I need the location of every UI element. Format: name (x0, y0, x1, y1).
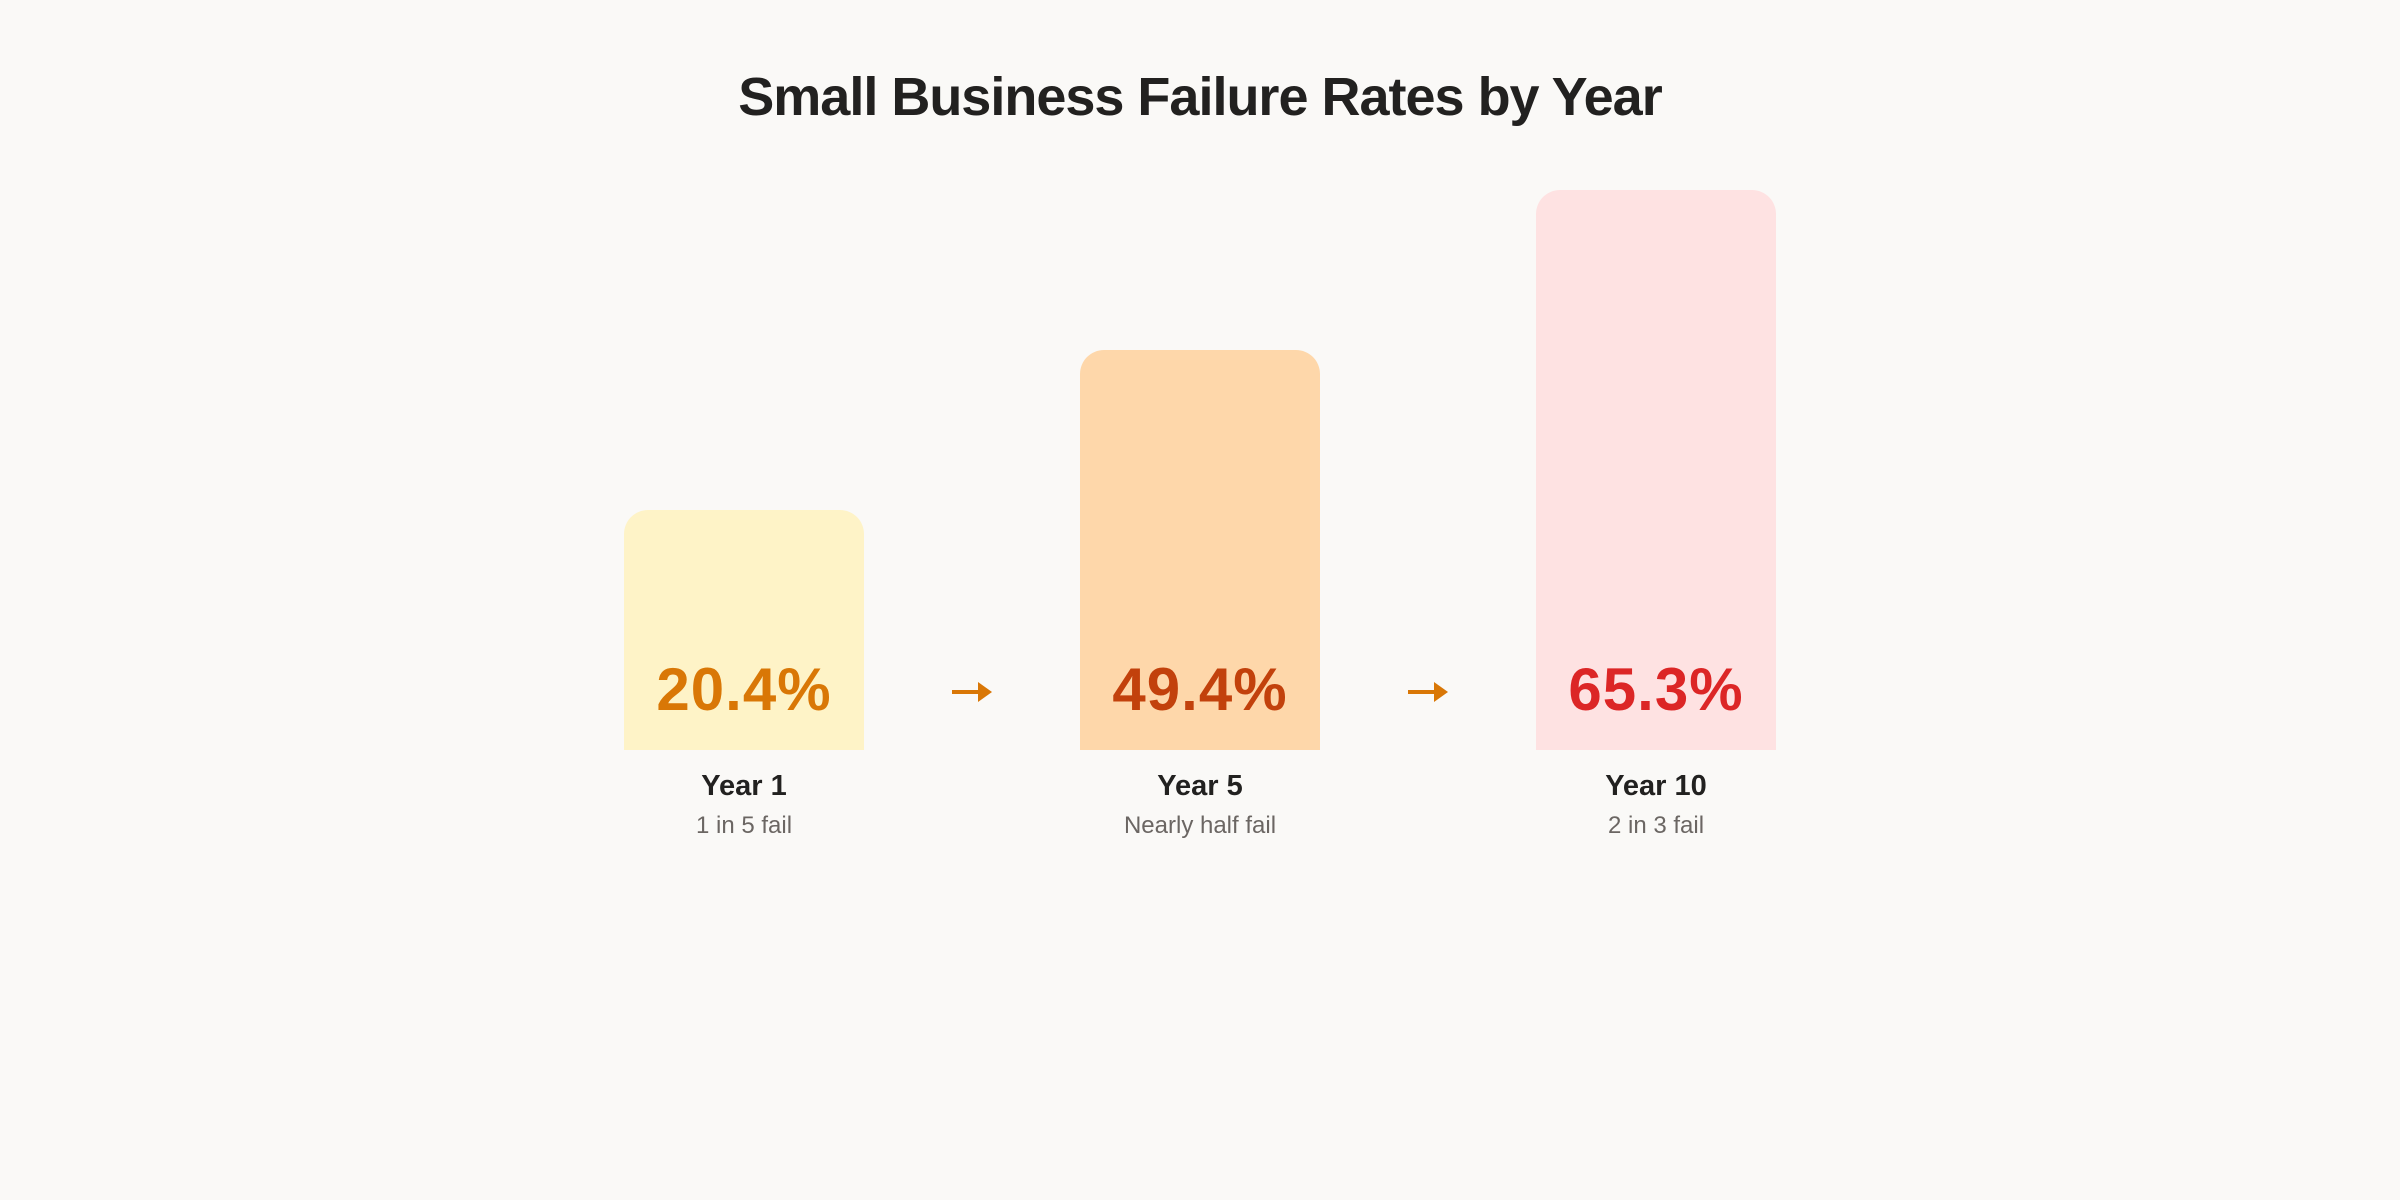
bar-value-year-1: 20.4% (656, 656, 832, 723)
label-group-year-5: Year 5 Nearly half fail (1050, 768, 1350, 844)
sub-label: 1 in 5 fail (695, 812, 793, 839)
label-group-year-1: Year 1 1 in 5 fail (594, 768, 894, 844)
bar-year-10: 65.3% (1536, 190, 1776, 750)
sub-label: 2 in 3 fail (1607, 812, 1705, 839)
arrow-right-icon (952, 682, 992, 702)
sub-label: Nearly half fail (1123, 812, 1277, 839)
year-label: Year 5 (1157, 770, 1243, 802)
year-label: Year 1 (701, 770, 787, 802)
bar-year-5: 49.4% (1080, 350, 1320, 750)
arrow-right-icon (1408, 682, 1448, 702)
label-group-year-10: Year 10 2 in 3 fail (1506, 768, 1806, 844)
bar-year-1: 20.4% (624, 510, 864, 750)
bar-value-year-5: 49.4% (1112, 656, 1288, 723)
year-label: Year 10 (1605, 770, 1707, 802)
chart-title: Small Business Failure Rates by Year (738, 67, 1662, 127)
bar-value-year-10: 65.3% (1568, 656, 1744, 723)
